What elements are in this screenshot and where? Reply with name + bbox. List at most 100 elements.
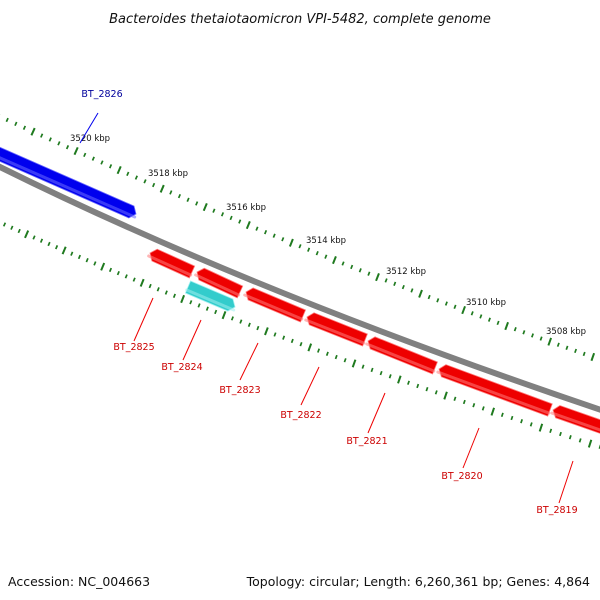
- outer-tick: [14, 121, 18, 127]
- outer-tick: [177, 193, 182, 199]
- outer-tick: [169, 190, 173, 195]
- inner-tick: [47, 241, 51, 247]
- bt-2826-gene-arrow[interactable]: [0, 144, 137, 219]
- scale-label: 3510 kbp: [466, 298, 506, 308]
- inner-tick: [587, 439, 593, 448]
- inner-tick: [379, 370, 383, 376]
- bt-2819-label[interactable]: BT_2819: [536, 505, 577, 516]
- inner-tick: [108, 267, 113, 273]
- inner-tick: [299, 341, 303, 347]
- inner-tick: [443, 391, 448, 400]
- outer-tick: [91, 156, 95, 161]
- gene-arrows: [0, 144, 600, 434]
- inner-tick: [490, 407, 495, 416]
- inner-tick: [189, 300, 193, 305]
- outer-tick: [324, 254, 328, 259]
- outer-tick: [418, 289, 423, 298]
- cyan-gene-arrow-highlight: [185, 288, 236, 312]
- outer-tick: [288, 238, 294, 247]
- inner-tick: [100, 262, 106, 271]
- outer-tick: [57, 141, 61, 146]
- inner-tick: [351, 359, 357, 368]
- outer-tick: [143, 179, 147, 184]
- outer-tick: [281, 237, 285, 242]
- outer-tick: [522, 330, 526, 335]
- outer-tick: [255, 226, 259, 231]
- outer-tick: [30, 127, 36, 136]
- inner-tick: [325, 351, 329, 356]
- inner-tick: [164, 290, 168, 295]
- bt-2823-gene-arrow-highlight: [243, 293, 304, 321]
- inner-tick: [361, 364, 365, 369]
- outer-tick: [298, 244, 302, 249]
- inner-tick: [172, 293, 176, 298]
- inner-tick: [397, 375, 402, 384]
- inner-tick: [500, 412, 504, 417]
- bt-2821-label[interactable]: BT_2821: [346, 436, 387, 447]
- outer-tick: [186, 197, 190, 202]
- bt-2820-leader-line: [462, 427, 480, 469]
- inner-tick: [256, 325, 260, 331]
- scale-label: 3520 kbp: [70, 134, 110, 144]
- inner-tick: [214, 309, 218, 315]
- inner-tick: [529, 422, 533, 427]
- inner-tick: [139, 278, 145, 287]
- inner-tick: [132, 277, 136, 282]
- inner-tick: [462, 399, 466, 405]
- genome-backbone: [0, 163, 600, 413]
- inner-tick: [32, 235, 36, 240]
- outer-tick: [22, 125, 27, 130]
- inner-tick: [334, 354, 338, 360]
- outer-tick: [307, 247, 311, 252]
- scale-label: 3512 kbp: [386, 267, 426, 277]
- inner-tick: [77, 254, 82, 260]
- inner-tick: [61, 246, 67, 255]
- outer-tick: [245, 221, 251, 230]
- inner-tick: [559, 431, 562, 437]
- bt-2826-label[interactable]: BT_2826: [81, 89, 122, 100]
- bt-2822-label[interactable]: BT_2822: [280, 410, 321, 421]
- outer-tick: [152, 182, 156, 188]
- bt-2825-gene-arrow-highlight: [147, 254, 193, 277]
- inner-tick: [343, 358, 347, 363]
- inner-tick: [510, 415, 514, 421]
- inner-tick: [85, 258, 89, 263]
- inner-tick: [148, 283, 152, 289]
- outer-tick: [272, 233, 276, 238]
- bt-2825-label[interactable]: BT_2825: [113, 342, 154, 353]
- inner-tick: [549, 428, 553, 433]
- bt-2823-label[interactable]: BT_2823: [219, 385, 260, 396]
- outer-tick: [48, 137, 52, 142]
- inner-tick: [10, 225, 14, 230]
- inner-tick: [425, 386, 429, 392]
- inner-tick: [247, 322, 251, 328]
- outer-tick: [375, 272, 380, 282]
- inner-tick: [317, 348, 321, 353]
- inner-tick: [2, 222, 7, 227]
- outer-tick: [384, 278, 388, 283]
- outer-tick: [40, 133, 44, 138]
- bt-2822-gene-arrow-highlight: [304, 318, 366, 345]
- outer-tick: [195, 201, 199, 206]
- outer-tick: [238, 219, 242, 224]
- inner-tick: [230, 316, 234, 321]
- bt-2823-leader-line: [239, 342, 259, 381]
- bt-2822-leader-line: [300, 366, 320, 406]
- outer-tick: [547, 337, 553, 346]
- bt-2820-gene-arrow-highlight: [436, 370, 551, 415]
- scale-label: 3508 kbp: [546, 327, 586, 337]
- outer-tick: [531, 333, 534, 338]
- outer-tick: [116, 165, 122, 175]
- inner-tick: [290, 338, 294, 344]
- bt-2824-label[interactable]: BT_2824: [161, 362, 202, 373]
- scale-label: 3516 kbp: [226, 203, 266, 213]
- gene-labels: BT_2826 BT_2825 BT_2824 BT_2823 BT_2822 BT_28…: [81, 89, 577, 516]
- bt-2820-label[interactable]: BT_2820: [441, 471, 482, 482]
- outer-tick: [496, 320, 500, 326]
- inner-tick: [17, 228, 21, 234]
- outer-tick: [315, 251, 319, 256]
- inner-tick: [54, 245, 59, 250]
- outer-tick: [574, 348, 578, 354]
- outer-tick: [159, 184, 165, 193]
- inner-tick: [24, 230, 30, 239]
